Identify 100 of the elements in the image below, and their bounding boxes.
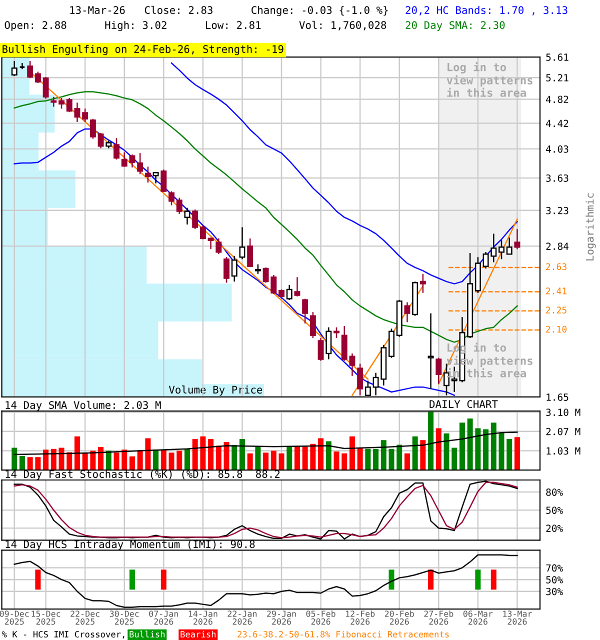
candlestick — [294, 276, 300, 298]
x-tick-label: 06-Mar 2026 — [463, 610, 493, 625]
y-tick-label: 4.03 — [546, 145, 568, 153]
text: 20 Day SMA: 2.30 — [406, 21, 505, 32]
bar — [74, 436, 80, 470]
bar — [176, 450, 182, 470]
bar — [239, 439, 245, 470]
candlestick — [200, 224, 206, 240]
text: 23.6-38.2-50-61.8% Fibonacci Retracements — [238, 630, 449, 638]
bar — [404, 453, 410, 470]
bar — [342, 453, 348, 470]
bar — [420, 440, 426, 470]
candlestick — [302, 298, 308, 324]
candlestick — [90, 118, 96, 140]
bar — [200, 436, 206, 470]
y-tick-label: 70% — [546, 564, 563, 572]
x-tick-label: 14-Jan 2026 — [188, 610, 218, 625]
candlestick — [224, 256, 230, 284]
candlestick — [184, 207, 190, 226]
x-tick-label: 22-Dec 2025 — [70, 610, 100, 625]
bar — [208, 439, 214, 470]
candlestick — [239, 226, 246, 260]
candlestick — [310, 311, 316, 339]
x-tick-label: 13-Mar 2026 — [503, 610, 532, 625]
candlestick — [326, 326, 332, 360]
bar — [490, 422, 496, 470]
bar — [270, 450, 276, 470]
bar — [122, 450, 128, 470]
text: Bullish Engulfing on 24-Feb-26, Strength: -19 — [2, 44, 284, 56]
bar — [483, 429, 489, 470]
candlestick — [34, 71, 41, 84]
candlestick — [144, 166, 151, 184]
bar — [106, 450, 112, 470]
y-tick-label: 3.23 — [546, 206, 568, 214]
bar — [216, 446, 222, 470]
candlestick — [168, 190, 174, 206]
bar — [514, 437, 520, 470]
bar — [498, 432, 504, 470]
y-tick-label: 2.84 — [546, 242, 569, 250]
y-tick-label: 50% — [546, 576, 563, 584]
y-tick-label: 2.07 M — [546, 428, 580, 436]
candlestick — [216, 238, 222, 255]
chart-title: 14 Day SMA Volume: 2.03 M — [6, 400, 161, 412]
y-tick-label: 20% — [546, 524, 563, 532]
ref-line-label: 2.41 — [546, 288, 567, 294]
text: 20,2 HC Bands: 1.70 , 3.13 — [406, 6, 568, 16]
y-tick-label: 5.61 — [546, 54, 568, 61]
candlestick — [436, 357, 442, 384]
bar — [263, 452, 269, 470]
candlestick — [254, 264, 261, 275]
bar — [475, 428, 481, 470]
text: 13-Mar-26 Close: 2.83 Change: -0.03 {-1.0 %} — [70, 6, 388, 16]
x-tick-label: 30-Dec 2025 — [110, 610, 139, 625]
bar — [153, 450, 159, 470]
bar — [98, 447, 104, 470]
candlestick — [114, 137, 120, 160]
bar — [255, 446, 261, 470]
bar — [278, 453, 284, 470]
candlestick — [152, 172, 159, 184]
bar — [357, 448, 363, 470]
bar — [35, 457, 41, 470]
candlestick — [514, 228, 520, 250]
annotation: Log in to view patterns in this area — [446, 62, 532, 97]
candlestick — [137, 152, 144, 175]
ref-line-label: 2.25 — [546, 306, 566, 314]
y-axis-title: Logarithmic — [586, 193, 596, 260]
ref-line-label: 2.63 — [546, 263, 566, 270]
ref-line-label: 2.10 — [546, 326, 567, 333]
chart-title: 14 Day HCS Intraday Momentum (IMI): 90.8 — [6, 540, 255, 550]
candlestick — [27, 60, 34, 79]
bar — [388, 448, 394, 470]
bar — [50, 448, 56, 470]
bar — [114, 452, 120, 470]
bar — [396, 444, 402, 470]
x-tick-label: 20-Feb 2026 — [384, 610, 414, 625]
x-tick-label: 29-Jan 2026 — [267, 610, 296, 625]
candlestick — [247, 238, 254, 268]
bar — [294, 446, 300, 470]
y-tick-label: 1.03 M — [546, 447, 580, 455]
bar — [373, 448, 379, 470]
bar — [380, 440, 386, 470]
bar — [137, 450, 143, 470]
candlestick — [192, 208, 198, 230]
bar — [334, 452, 340, 470]
y-tick-label: 3.63 — [546, 174, 568, 182]
candlestick — [278, 288, 284, 300]
candlestick — [176, 197, 182, 214]
text: Bearish — [180, 630, 216, 638]
text: Bullish — [130, 630, 165, 638]
text: Volume By Price — [168, 385, 262, 396]
bar — [318, 438, 324, 470]
bar — [286, 446, 292, 470]
bar — [302, 446, 308, 470]
bar — [444, 433, 450, 470]
bar — [19, 456, 25, 470]
x-tick-label: 07-Jan 2026 — [149, 610, 178, 625]
bar — [232, 445, 238, 470]
bar — [43, 450, 49, 470]
bar — [365, 448, 371, 470]
candlestick — [11, 60, 18, 77]
